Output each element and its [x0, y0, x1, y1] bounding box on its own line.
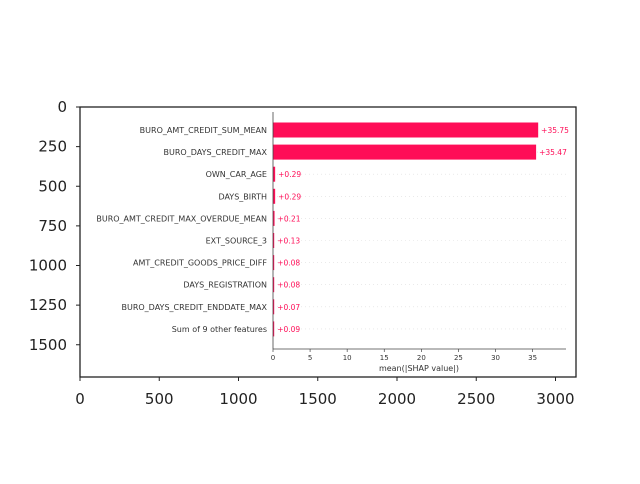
- bar: [273, 210, 275, 226]
- category-label: BURO_DAYS_CREDIT_ENDDATE_MAX: [121, 303, 267, 312]
- inner-x-tick-label: 15: [380, 354, 389, 362]
- value-label: +0.07: [277, 303, 300, 312]
- value-label: +0.13: [277, 237, 300, 246]
- category-labels: BURO_AMT_CREDIT_SUM_MEAN BURO_DAYS_CREDIT…: [96, 126, 267, 334]
- bar: [273, 321, 275, 337]
- category-label: EXT_SOURCE_3: [206, 237, 267, 246]
- inner-x-tick-label: 5: [308, 354, 312, 362]
- inner-x-tick-label: 35: [528, 354, 537, 362]
- outer-y-tick-label: 750: [38, 217, 67, 235]
- bar: [273, 255, 275, 271]
- bar: [273, 166, 276, 182]
- category-label: AMT_CREDIT_GOODS_PRICE_DIFF: [133, 259, 267, 268]
- outer-x-tick-label: 0: [75, 390, 85, 408]
- category-label: Sum of 9 other features: [172, 325, 267, 334]
- outer-x-tick-label: 1500: [299, 390, 337, 408]
- value-label: +0.09: [277, 325, 300, 334]
- category-label: DAYS_REGISTRATION: [183, 281, 267, 290]
- inner-x-tick-label: 30: [491, 354, 500, 362]
- inner-x-tick-label: 20: [417, 354, 426, 362]
- bar: [273, 188, 276, 204]
- x-axis-label: mean(|SHAP value|): [379, 364, 459, 373]
- bar: [273, 299, 275, 315]
- outer-y-tick-labels: 0 250 500 750 1000 1250 1500: [29, 98, 80, 354]
- bars: [273, 122, 539, 337]
- bar: [273, 233, 275, 248]
- outer-x-tick-label: 2500: [457, 390, 495, 408]
- outer-x-tick-label: 1000: [219, 390, 257, 408]
- bar: [273, 277, 275, 293]
- category-label: BURO_DAYS_CREDIT_MAX: [164, 148, 268, 157]
- value-label: +0.08: [277, 281, 300, 290]
- value-label: +35.47: [539, 148, 567, 157]
- outer-y-tick-label: 1250: [29, 296, 67, 314]
- inner-x-tick-label: 0: [271, 354, 275, 362]
- outer-y-tick-label: 1000: [29, 257, 67, 275]
- value-label: +0.29: [278, 170, 301, 179]
- value-label: +0.08: [277, 259, 300, 268]
- value-label: +0.29: [278, 192, 301, 201]
- outer-x-tick-label: 2000: [378, 390, 416, 408]
- outer-y-tick-label: 0: [57, 98, 67, 116]
- value-labels: +35.75 +35.47 +0.29 +0.29 +0.21 +0.13 +0.08 +0.…: [277, 126, 569, 334]
- outer-x-tick-label: 3000: [536, 390, 574, 408]
- category-label: OWN_CAR_AGE: [206, 170, 267, 179]
- bar: [273, 144, 537, 160]
- outer-y-tick-label: 500: [38, 177, 67, 195]
- category-label: BURO_AMT_CREDIT_SUM_MEAN: [140, 126, 267, 135]
- value-label: +0.21: [278, 214, 301, 223]
- inner-x-ticks: 0 5 10 15 20 25 30 35: [271, 349, 537, 362]
- category-label: DAYS_BIRTH: [218, 192, 267, 201]
- category-label: BURO_AMT_CREDIT_MAX_OVERDUE_MEAN: [96, 214, 267, 223]
- outer-y-tick-label: 1500: [29, 336, 67, 354]
- outer-axes-frame: [79, 106, 577, 378]
- value-label: +35.75: [541, 126, 569, 135]
- inner-x-tick-label: 10: [343, 354, 352, 362]
- bar: [273, 122, 539, 138]
- outer-x-tick-label: 500: [145, 390, 174, 408]
- outer-y-tick-label: 250: [38, 138, 67, 156]
- outer-x-tick-labels: 0 500 1000 1500 2000 2500 3000: [75, 377, 575, 408]
- inner-x-tick-label: 25: [454, 354, 463, 362]
